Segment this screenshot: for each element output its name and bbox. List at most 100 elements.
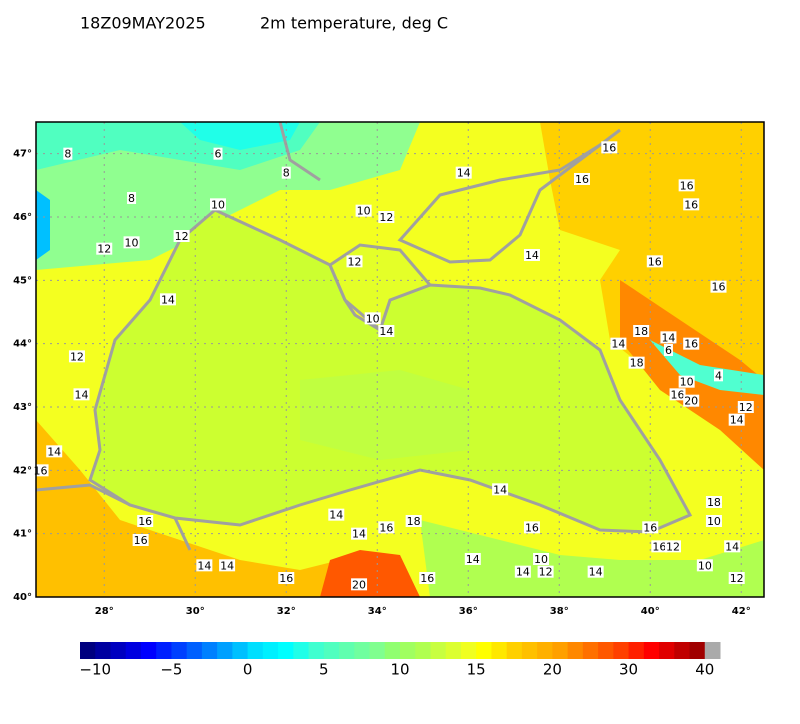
lat-tick-label: 47°: [13, 149, 32, 160]
lon-tick-label: 32°: [277, 606, 296, 617]
contour-label: 6: [665, 344, 672, 357]
lon-tick-label: 28°: [95, 606, 114, 617]
contour-label: 4: [715, 369, 722, 382]
contour-label: 16: [34, 464, 48, 477]
contour-label-bg: [464, 553, 481, 565]
contour-label: 14: [493, 483, 507, 496]
colorbar-cell: [521, 642, 538, 659]
contour-label-bg: [346, 255, 363, 268]
colorbar-cell: [201, 642, 218, 659]
colorbar-label: 30: [619, 661, 638, 679]
field: [36, 122, 764, 597]
colorbar-cell: [262, 642, 279, 659]
contour-label-bg: [523, 521, 540, 534]
colorbar-cell: [140, 642, 157, 659]
contour-label-bg: [705, 515, 722, 527]
contour-label-bg: [492, 483, 509, 496]
lon-tick-label: 42°: [732, 606, 751, 617]
colorbar-cell: [674, 642, 691, 659]
contour-label-bg: [210, 198, 226, 211]
contour-label: 14: [525, 249, 539, 262]
lat-tick-label: 45°: [13, 275, 32, 286]
contour-label: 16: [138, 515, 152, 528]
colorbar-cell: [704, 642, 721, 659]
contour-label-bg: [63, 147, 73, 160]
contour-label: 12: [379, 211, 393, 224]
contour-label: 16: [602, 141, 616, 154]
contour-label: 10: [707, 515, 721, 528]
colorbar-cell: [95, 642, 111, 659]
colorbar-cell: [598, 642, 614, 659]
contour-label-bg: [705, 496, 722, 508]
contour-label: 16: [279, 572, 293, 585]
contour-label: 14: [379, 325, 393, 338]
colorbar-label: −10: [79, 661, 111, 679]
contour-label-bg: [123, 236, 140, 249]
contour-label: 16: [712, 281, 726, 294]
contour-label: 12: [666, 540, 680, 553]
colorbar-cell: [354, 642, 371, 659]
contour-label-bg: [642, 521, 659, 534]
lat-tick-label: 40°: [13, 592, 32, 603]
colorbar-cell: [643, 642, 660, 659]
contour-label-bg: [219, 559, 236, 572]
lat-tick-label: 43°: [13, 402, 32, 413]
contour-label: 14: [197, 559, 211, 572]
contour-label: 16: [684, 338, 698, 351]
contour-label: 14: [161, 293, 175, 306]
contour-label-bg: [196, 559, 213, 572]
contour-label: 8: [64, 148, 71, 161]
contour-label-bg: [96, 242, 113, 255]
contour-label: 14: [730, 414, 744, 427]
colorbar-cell: [430, 642, 447, 659]
colorbar-cell: [567, 642, 584, 659]
contour-label-bg: [378, 211, 395, 223]
contour-label-bg: [660, 331, 677, 344]
colorbar-label: 40: [695, 661, 714, 679]
contour-label-bg: [663, 344, 673, 356]
colorbar-cell: [278, 642, 294, 659]
lat-tick-label: 41°: [13, 529, 32, 540]
contour-label: 10: [211, 198, 225, 211]
contour-label: 16: [648, 255, 662, 268]
colorbar-cell: [506, 642, 523, 659]
contour-label-bg: [364, 312, 381, 325]
colorbar-cell: [491, 642, 508, 659]
contour-label: 14: [47, 445, 61, 458]
contour-label: 16: [643, 521, 657, 534]
contour-label-bg: [281, 166, 291, 179]
colorbar-cell: [445, 642, 462, 659]
time-stamp: 18Z09MAY2025: [80, 14, 206, 33]
contour-label: 10: [125, 236, 139, 249]
contour-label-bg: [355, 204, 372, 217]
colorbar-cell: [384, 642, 401, 659]
colorbar-cell: [232, 642, 249, 659]
contour-label: 12: [539, 566, 553, 579]
colorbar-cell: [186, 642, 203, 659]
contour-label: 10: [698, 559, 712, 572]
contour-label-bg: [646, 255, 663, 268]
contour-label: 14: [75, 388, 89, 401]
contour-label: 12: [97, 243, 111, 256]
contour-label: 14: [220, 559, 234, 572]
contour-label-bg: [728, 572, 745, 584]
contour-label-bg: [737, 401, 754, 413]
lat-tick-label: 46°: [13, 212, 32, 223]
contour-label: 14: [516, 566, 530, 579]
contour-label-bg: [714, 369, 723, 382]
map-frame: [35, 121, 765, 598]
contour-label: 18: [707, 496, 721, 509]
contour-label-bg: [278, 572, 295, 584]
colorbar-cell: [689, 642, 706, 659]
contour-label: 14: [329, 509, 343, 522]
contour-label-bg: [601, 141, 618, 154]
contour-label-bg: [587, 565, 604, 578]
contour-label: 14: [725, 540, 739, 553]
contour-label: 14: [466, 553, 480, 566]
colorbar-cell: [156, 642, 172, 659]
contour-label-bg: [132, 534, 149, 546]
contour-label: 16: [379, 521, 393, 534]
colorbar-cell: [460, 642, 477, 659]
contour-label-bg: [651, 540, 668, 553]
colorbar-cell: [415, 642, 431, 659]
